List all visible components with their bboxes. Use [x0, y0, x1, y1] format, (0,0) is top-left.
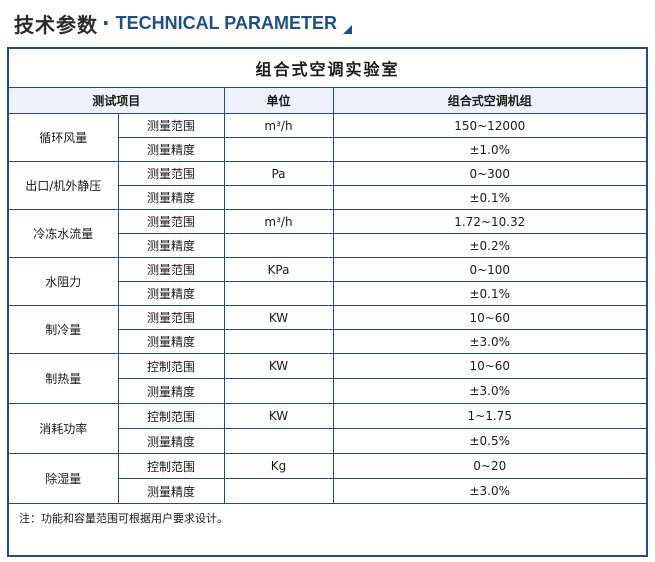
heading-en: TECHNICAL PARAMETER	[115, 12, 337, 33]
value-cell: ±0.2%	[332, 233, 646, 258]
group-name: 冷冻水流量	[9, 209, 119, 258]
group-name: 出口/机外静压	[9, 161, 119, 210]
sub-item: 测量范围	[117, 209, 225, 234]
sub-item: 测量范围	[117, 161, 225, 186]
table-row: 出口/机外静压 测量范围 Pa 0~300	[9, 161, 646, 210]
group-name: 消耗功率	[9, 403, 119, 454]
table-row: 消耗功率 控制范围 KW 1~1.75	[9, 403, 646, 454]
heading-dot: ·	[102, 11, 110, 35]
table-row: 测量精度 ±1.0%	[9, 137, 646, 162]
parameter-table-frame: 组合式空调实验室 测试项目 单位 组合式空调机组 循环风量 测量范围 m³/h …	[7, 47, 648, 557]
value-cell: ±3.0%	[332, 478, 646, 504]
table-row: 冷冻水流量 测量范围 m³/h 1.72~10.32	[9, 209, 646, 258]
sub-item: 测量精度	[118, 478, 225, 504]
unit-cell	[223, 185, 334, 210]
value-cell: 0~20	[332, 453, 646, 479]
sub-item: 测量精度	[118, 329, 225, 354]
sub-item: 测量精度	[118, 281, 225, 306]
table-row: 水阻力 测量范围 KPa 0~100	[9, 257, 646, 306]
unit-cell: m³/h	[223, 209, 334, 234]
group-name: 循环风量	[9, 113, 119, 162]
unit-cell	[223, 378, 334, 404]
unit-cell: Pa	[223, 161, 334, 186]
sub-item: 测量精度	[118, 428, 225, 454]
table-row: 测量精度 ±3.0%	[9, 478, 646, 504]
value-cell: ±0.1%	[332, 185, 646, 210]
value-cell: 10~60	[332, 353, 646, 379]
unit-cell: KPa	[223, 257, 334, 282]
unit-cell	[223, 281, 334, 306]
corner-triangle-icon	[342, 25, 352, 34]
group-name: 除湿量	[9, 453, 119, 504]
header-item: 测试项目	[9, 87, 225, 114]
unit-cell: KW	[223, 403, 334, 429]
sub-item: 测量精度	[118, 378, 225, 404]
parameter-table: 组合式空调实验室 测试项目 单位 组合式空调机组 循环风量 测量范围 m³/h …	[9, 49, 646, 532]
sub-item: 测量精度	[118, 137, 225, 162]
sub-item: 控制范围	[117, 403, 225, 429]
table-title: 组合式空调实验室	[9, 49, 646, 88]
unit-cell: m³/h	[223, 113, 334, 138]
unit-cell	[223, 428, 334, 454]
sub-item: 控制范围	[117, 353, 225, 379]
sub-item: 测量精度	[118, 185, 225, 210]
value-cell: 10~60	[332, 305, 646, 330]
value-cell: ±0.5%	[332, 428, 646, 454]
value-cell: 1~1.75	[332, 403, 646, 429]
header-unit: 单位	[223, 87, 334, 114]
unit-cell	[223, 137, 334, 162]
table-row: 制热量 控制范围 KW 10~60	[9, 353, 646, 404]
value-cell: ±1.0%	[332, 137, 646, 162]
unit-cell	[223, 233, 334, 258]
value-cell: ±3.0%	[332, 378, 646, 404]
group-name: 水阻力	[9, 257, 119, 306]
table-row: 测量精度 ±0.1%	[9, 281, 646, 306]
value-cell: ±0.1%	[332, 281, 646, 306]
value-cell: 0~300	[332, 161, 646, 186]
sub-item: 测量精度	[118, 233, 225, 258]
unit-cell	[223, 478, 334, 504]
table-row: 除湿量 控制范围 Kg 0~20	[9, 453, 646, 504]
table-row: 循环风量 测量范围 m³/h 150~12000	[9, 113, 646, 162]
group-name: 制热量	[9, 353, 119, 404]
value-cell: 0~100	[332, 257, 646, 282]
unit-cell: Kg	[223, 453, 334, 479]
table-note: 注：功能和容量范围可根据用户要求设计。	[9, 503, 646, 532]
unit-cell	[223, 329, 334, 354]
sub-item: 测量范围	[117, 257, 225, 282]
table-row: 测量精度 ±3.0%	[9, 329, 646, 354]
value-cell: 1.72~10.32	[332, 209, 646, 234]
header-value: 组合式空调机组	[332, 87, 646, 114]
table-row: 制冷量 测量范围 KW 10~60	[9, 305, 646, 354]
group-name: 制冷量	[9, 305, 119, 354]
value-cell: 150~12000	[332, 113, 646, 138]
unit-cell: KW	[223, 305, 334, 330]
unit-cell: KW	[223, 353, 334, 379]
sub-item: 测量范围	[117, 113, 225, 138]
sub-item: 测量范围	[117, 305, 225, 330]
section-heading: 技术参数 · TECHNICAL PARAMETER	[14, 8, 352, 38]
sub-item: 控制范围	[117, 453, 225, 479]
value-cell: ±3.0%	[332, 329, 646, 354]
heading-cn: 技术参数	[14, 12, 98, 37]
